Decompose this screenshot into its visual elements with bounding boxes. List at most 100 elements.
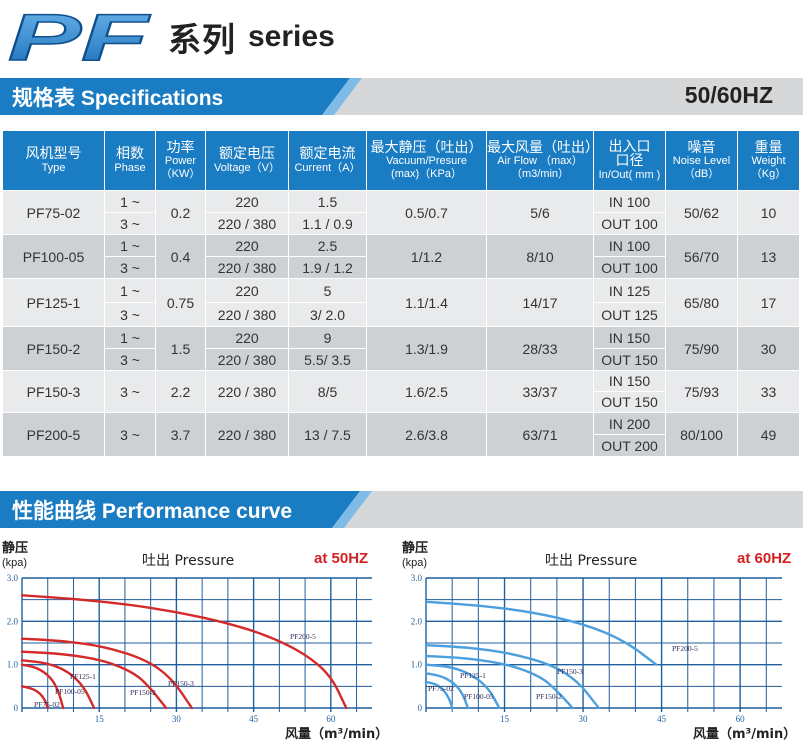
- table-cell-power: 0.4: [155, 234, 206, 279]
- performance-curve-title: 性能曲线 Performance curve: [12, 495, 292, 525]
- table-cell-current: 1.5: [288, 190, 367, 213]
- table-cell-airflow: 8/10: [486, 234, 594, 279]
- table-cell-phase: 1 ~: [104, 190, 156, 213]
- table-header-cell: 最大风量（吐出） Air Flow （max） （m3/min）: [486, 130, 599, 191]
- table-cell-power: 3.7: [155, 412, 206, 457]
- table-cell-noise: 56/70: [665, 234, 738, 279]
- table-cell-voltage: 220: [205, 190, 289, 213]
- table-cell-phase: 1 ~: [104, 278, 156, 303]
- series-line-pf100-05: [424, 672, 470, 710]
- table-body: PF75-02 1 ~0.2 220 1.5 0.5/0.7 5/6 IN 100 50/62…: [2, 190, 800, 457]
- table-cell-airflow: 33/37: [486, 370, 594, 413]
- table-cell-voltage: 220 / 380: [205, 212, 289, 235]
- y-tick-label: 2.0: [7, 616, 19, 626]
- table-cell-voltage: 220: [205, 326, 289, 349]
- series-label: PF100-05: [55, 687, 85, 696]
- table-header-cell: 功率 Power （KW）: [155, 130, 206, 191]
- table-cell-inout: OUT 100: [593, 256, 666, 279]
- series-label: PF200-5: [672, 644, 698, 653]
- table-header-cell: 相数 Phase: [104, 130, 156, 191]
- table-cell-inout: OUT 100: [593, 212, 666, 235]
- y-tick-label: 1.0: [7, 660, 19, 670]
- x-tick-label: 45: [249, 714, 259, 724]
- page-header: PF 系列 series: [8, 6, 335, 68]
- chart-50hz-frequency: at 50HZ: [314, 550, 369, 567]
- chart-50hz-xlabel: 风量（m³/min）: [285, 727, 389, 742]
- series-label: PF150-2: [130, 688, 156, 697]
- table-cell-phase: 1 ~: [104, 234, 156, 257]
- table-header-cell: 噪音 Noise Level （dB）: [665, 130, 738, 191]
- series-label: PF100-05: [464, 692, 494, 701]
- series-label: PF75-02: [34, 700, 60, 709]
- series-label: PF150-3: [557, 667, 583, 676]
- y-tick-label: 2.0: [411, 616, 423, 626]
- table-row: PF125-1 1 ~0.75 220 5 1.1/1.4 14/17 IN 125 65/8…: [2, 278, 800, 327]
- x-tick-label: 30: [172, 714, 182, 724]
- table-cell-phase: 3 ~: [104, 212, 156, 235]
- table-cell-inout: IN 150: [593, 326, 666, 349]
- table-row: PF200-5 3 ~3.7 220 / 380 13 / 7.5 2.6/3.8 63/…: [2, 412, 800, 457]
- table-cell-inout: IN 100: [593, 190, 666, 213]
- table-cell-voltage: 220 / 380: [205, 256, 289, 279]
- table-header-cell: 重量 Weight （Kg）: [737, 130, 800, 191]
- specifications-title-en: Specifications: [80, 87, 224, 110]
- x-tick-label: 60: [736, 714, 746, 724]
- table-cell-phase: 3 ~: [104, 370, 156, 413]
- series-line-pf125-1: [424, 663, 501, 710]
- table-cell-current: 1.1 / 0.9: [288, 212, 367, 235]
- table-cell-voltage: 220 / 380: [205, 370, 289, 413]
- table-cell-weight: 13: [737, 234, 800, 279]
- series-line-pf75-02: [20, 685, 49, 710]
- table-cell-type: PF150-2: [2, 326, 105, 371]
- table-cell-pressure: 1/1.2: [366, 234, 487, 279]
- series-line-pf200-5: [424, 600, 658, 666]
- specifications-bar: 规格表 Specifications 50/60HZ: [0, 78, 803, 115]
- x-tick-label: 15: [95, 714, 105, 724]
- chart-60hz-title: 吐出 Pressure: [545, 553, 638, 569]
- x-tick-label: 30: [579, 714, 589, 724]
- table-cell-inout: OUT 150: [593, 391, 666, 413]
- series-line-pf150-2: [424, 654, 574, 710]
- table-cell-noise: 75/90: [665, 326, 738, 371]
- table-cell-type: PF75-02: [2, 190, 105, 235]
- table-row: OUT 150: [3, 391, 800, 413]
- table-cell-pressure: 2.6/3.8: [366, 412, 487, 457]
- chart-60hz-frequency: at 60HZ: [737, 550, 792, 567]
- table-cell-power: 1.5: [155, 326, 206, 371]
- table-cell-noise: 65/80: [665, 278, 738, 327]
- frequency-label: 50/60HZ: [684, 82, 773, 108]
- table-cell-power: 2.2: [155, 370, 206, 413]
- table-header-cell: 额定电流 Current（A）: [288, 130, 367, 191]
- series-title-cn: 系列: [168, 20, 236, 59]
- y-tick-label: 1.0: [411, 660, 423, 670]
- x-tick-label: 15: [500, 714, 510, 724]
- table-cell-pressure: 1.3/1.9: [366, 326, 487, 371]
- series-line-pf125-1: [20, 659, 96, 710]
- series-line-pf200-5: [20, 594, 348, 710]
- table-row: PF75-02 1 ~0.2 220 1.5 0.5/0.7 5/6 IN 100 50/62…: [2, 190, 800, 235]
- table-header-row: 风机型号 Type 相数 Phase 功率 Power （KW） 额定电压 Voltage（V）…: [2, 130, 800, 191]
- table-cell-current: 1.9 / 1.2: [288, 256, 367, 279]
- table-cell-type: PF125-1: [2, 278, 105, 327]
- chart-50hz-plot: 15 30 45 60 0 1.0 2.0 3.0 PF200-5 PF150-3 PF150-2 P…: [7, 573, 372, 724]
- chart-60hz-ylabel: 静压 (kpa): [402, 541, 429, 569]
- table-cell-current: 13 / 7.5: [288, 412, 367, 457]
- table-cell-current: 5: [288, 278, 367, 303]
- y-tick-label: 0: [14, 703, 19, 713]
- table-cell-type: PF100-05: [2, 234, 105, 279]
- logo-text: PF: [8, 8, 151, 66]
- table-cell-current: 2.5: [288, 234, 367, 257]
- table-cell-phase: 3 ~: [104, 256, 156, 279]
- table-cell-inout: OUT 200: [593, 434, 666, 457]
- table-cell-voltage: 220 / 380: [205, 348, 289, 371]
- y-tick-label: 3.0: [411, 573, 423, 583]
- table-cell-inout: IN 125: [593, 278, 666, 303]
- table-cell-phase: 1 ~: [104, 326, 156, 349]
- x-tick-label: 60: [326, 714, 336, 724]
- series-line-pf150-2: [20, 650, 168, 710]
- y-tick-label: 3.0: [7, 573, 19, 583]
- table-cell-voltage: 220 / 380: [205, 302, 289, 327]
- table-header-cell: 出入口 口径 In/Out( mm ): [593, 130, 666, 191]
- series-line-pf150-3: [20, 637, 194, 710]
- table-cell-weight: 10: [737, 190, 800, 235]
